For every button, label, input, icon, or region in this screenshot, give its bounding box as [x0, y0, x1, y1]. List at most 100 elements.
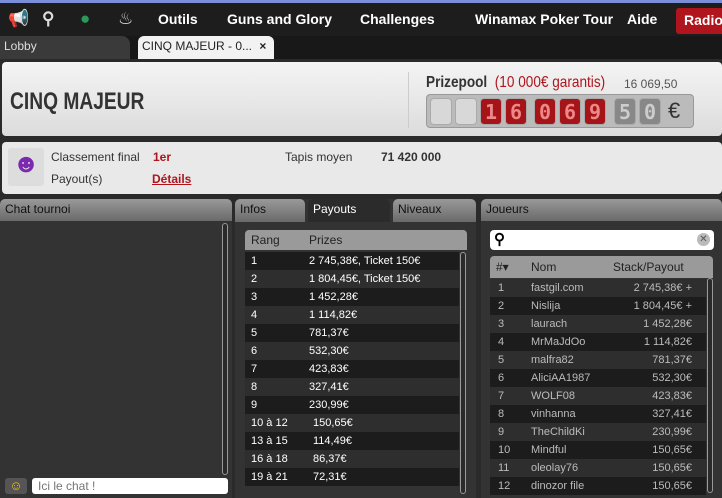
list-item[interactable]: 8 vinhanna 327,41€	[490, 405, 706, 423]
emoji-button[interactable]: ☺	[5, 478, 27, 494]
flame-icon[interactable]: ♨	[118, 9, 134, 28]
list-item[interactable]: 1 fastgil.com 2 745,38€ +	[490, 279, 706, 297]
digit: 5	[614, 97, 636, 125]
players-table-header: #▾ Nom Stack/Payout	[490, 256, 713, 278]
list-item[interactable]: 3 laurach 1 452,28€	[490, 315, 706, 333]
player-stack: 150,65€	[652, 462, 692, 474]
menu-guns-and-glory[interactable]: Guns and Glory	[227, 11, 333, 27]
player-stack: 781,37€	[652, 354, 692, 366]
player-stack: 1 804,45€ +	[633, 300, 692, 312]
player-rank: 10	[498, 444, 511, 456]
rang-cell: 7	[251, 363, 258, 375]
classement-value: 1er	[153, 150, 172, 164]
prizepool-label: Prizepool (10 000€ garantis)	[426, 74, 605, 92]
classement-label: Classement final	[51, 150, 140, 164]
menu-outils[interactable]: Outils	[158, 11, 198, 27]
table-row: 13 à 15 114,49€	[245, 432, 459, 450]
player-rank: 3	[498, 318, 505, 330]
details-link[interactable]: Détails	[152, 172, 192, 186]
table-row: 5 781,37€	[245, 324, 459, 342]
menu-winamax-poker-tour[interactable]: Winamax Poker Tour	[475, 11, 614, 27]
player-rank: 8	[498, 408, 505, 420]
prize-cell: 781,37€	[309, 327, 349, 339]
chat-scrollbar[interactable]	[222, 223, 228, 475]
list-item[interactable]: 9 TheChildKi 230,99€	[490, 423, 706, 441]
chat-panel: Chat tournoi ☺	[0, 199, 232, 498]
rang-cell: 9	[251, 399, 258, 411]
clear-icon[interactable]: ✕	[697, 233, 710, 246]
search-icon: ⚲	[494, 231, 505, 248]
chat-title: Chat tournoi	[0, 199, 232, 221]
players-panel: Joueurs ⚲ ✕ #▾ Nom Stack/Payout 1 fastgil…	[481, 199, 722, 498]
player-name: fastgil.com	[531, 282, 584, 294]
radio-button[interactable]: Radio	[676, 8, 722, 34]
player-rank: 6	[498, 372, 505, 384]
prize-cell: 327,41€	[309, 381, 349, 393]
tab-infos[interactable]: Infos	[235, 199, 305, 222]
col-stack[interactable]: Stack/Payout	[613, 260, 684, 274]
list-item[interactable]: 4 MrMaJdOo 1 114,82€	[490, 333, 706, 351]
player-stack: 2 745,38€ +	[633, 282, 692, 294]
digit: 9	[584, 97, 606, 125]
tournament-title: CINQ MAJEUR	[10, 88, 145, 115]
col-rang: Rang	[251, 233, 280, 247]
prize-cell: 1 452,28€	[309, 291, 358, 303]
player-name: laurach	[531, 318, 568, 330]
list-item[interactable]: 12 dinozor file 150,65€	[490, 477, 706, 495]
list-item[interactable]: 5 malfra82 781,37€	[490, 351, 706, 369]
menu-challenges[interactable]: Challenges	[360, 11, 435, 27]
col-nom[interactable]: Nom	[531, 260, 557, 274]
player-rank: 4	[498, 336, 505, 348]
tab-niveaux[interactable]: Niveaux	[393, 199, 476, 222]
player-rank: 9	[498, 426, 505, 438]
avatar[interactable]: ☻	[8, 148, 44, 186]
rang-cell: 1	[251, 255, 258, 267]
close-icon[interactable]: ×	[259, 39, 267, 53]
menu-aide[interactable]: Aide	[627, 11, 658, 27]
player-rank: 5	[498, 354, 505, 366]
table-row: 8 327,41€	[245, 378, 459, 396]
table-row: 2 1 804,45€, Ticket 150€	[245, 270, 459, 288]
rang-cell: 4	[251, 309, 258, 321]
player-search[interactable]: ⚲ ✕	[490, 230, 714, 250]
list-item[interactable]: 11 oleolay76 150,65€	[490, 459, 706, 477]
prize-cell: 72,31€	[313, 471, 347, 483]
list-item[interactable]: 10 Mindful 150,65€	[490, 441, 706, 459]
table-row: 6 532,30€	[245, 342, 459, 360]
digit: 0	[639, 97, 661, 125]
players-title: Joueurs	[481, 199, 722, 221]
rang-cell: 10 à 12	[251, 417, 288, 429]
table-row: 3 1 452,28€	[245, 288, 459, 306]
player-stack: 150,65€	[652, 480, 692, 492]
table-row: 10 à 12 150,65€	[245, 414, 459, 432]
col-rank[interactable]: #▾	[496, 260, 509, 274]
prize-cell: 532,30€	[309, 345, 349, 357]
rang-cell: 2	[251, 273, 258, 285]
tab-lobby[interactable]: Lobby	[0, 36, 130, 59]
tab-tournament-label: CINQ MAJEUR - 0...	[142, 39, 253, 53]
top-menu-bar: 📢 ⚲ ● ♨ Outils Guns and Glory Challenges…	[0, 0, 722, 36]
list-item[interactable]: 6 AliciAA1987 532,30€	[490, 369, 706, 387]
search-icon[interactable]: ⚲	[42, 9, 55, 28]
player-name: AliciAA1987	[531, 372, 591, 384]
payouts-scrollbar[interactable]	[460, 252, 466, 494]
tab-payouts[interactable]: Payouts	[308, 199, 390, 222]
tournament-header: CINQ MAJEUR Prizepool (10 000€ garantis)…	[2, 62, 722, 136]
payout-label: Payout(s)	[51, 172, 103, 186]
player-stack: 423,83€	[652, 390, 692, 402]
prize-cell: 114,49€	[313, 435, 352, 447]
chat-input[interactable]	[32, 478, 228, 494]
megaphone-icon[interactable]: 📢	[8, 9, 30, 28]
table-row: 7 423,83€	[245, 360, 459, 378]
player-name: oleolay76	[531, 462, 579, 474]
user-icon[interactable]: ●	[80, 9, 91, 28]
prize-cell: 1 114,82€	[309, 309, 358, 321]
list-item[interactable]: 7 WOLF08 423,83€	[490, 387, 706, 405]
prize-cell: 2 745,38€, Ticket 150€	[309, 255, 421, 267]
player-stack: 230,99€	[652, 426, 692, 438]
rang-cell: 16 à 18	[251, 453, 288, 465]
prize-cell: 423,83€	[309, 363, 349, 375]
players-scrollbar[interactable]	[707, 278, 713, 493]
list-item[interactable]: 2 Nislija 1 804,45€ +	[490, 297, 706, 315]
tab-tournament[interactable]: CINQ MAJEUR - 0... ×	[138, 36, 274, 59]
